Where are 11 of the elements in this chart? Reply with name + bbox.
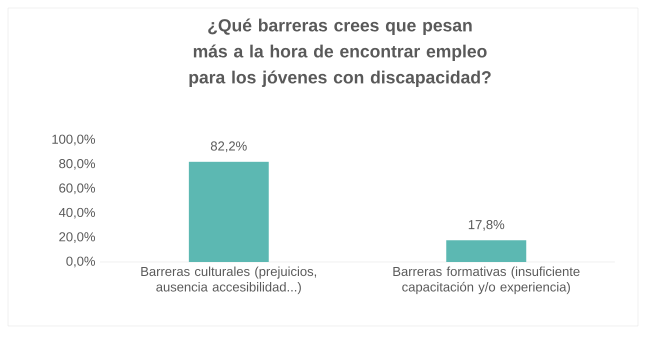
- y-tick-label: 0,0%: [66, 256, 96, 268]
- chart-title: ¿Qué barreras crees que pesan más a la hora de encontrar empleo para los jóvenes con discapacidad?: [189, 18, 491, 87]
- y-tick-label: 20,0%: [59, 232, 96, 243]
- y-tick-label: 100,0%: [52, 134, 96, 146]
- data-label: 82,2%: [210, 141, 247, 152]
- data-label: 17,8%: [468, 220, 504, 231]
- x-tick-label: Barreras formativas (insuficiente capacitación y/o experiencia): [393, 266, 580, 294]
- x-tick-label: Barreras culturales (prejuicios, ausencia accesibilidad...): [141, 266, 316, 294]
- y-tick-label: 60,0%: [59, 183, 96, 194]
- y-tick-label: 80,0%: [59, 159, 96, 170]
- y-tick-label: 40,0%: [58, 208, 96, 219]
